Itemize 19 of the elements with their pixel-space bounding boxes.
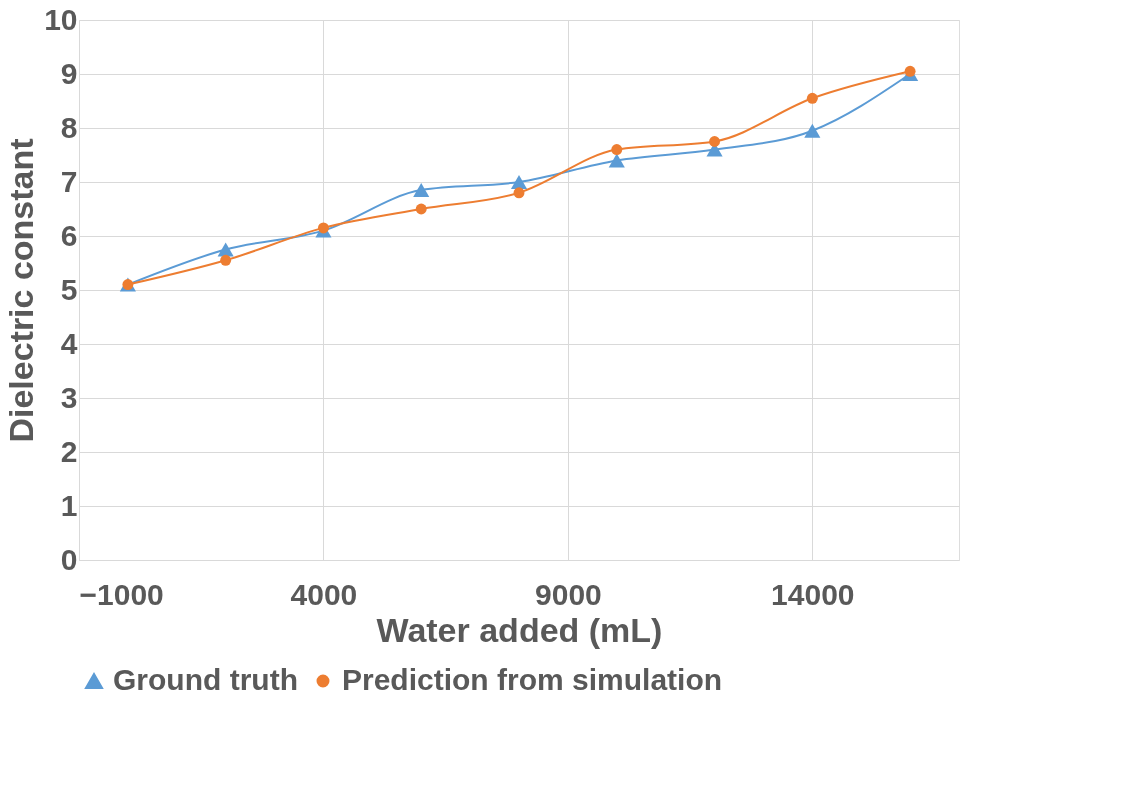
x-tick-label: 4000 xyxy=(290,577,358,611)
legend-label: Prediction from simulation xyxy=(342,663,723,696)
y-tick-label: 5 xyxy=(60,272,78,306)
y-tick-label: 8 xyxy=(60,110,78,144)
x-tick-label: −1000 xyxy=(79,577,164,611)
x-tick-label: 14000 xyxy=(771,577,855,611)
y-tick-label: 7 xyxy=(60,164,78,198)
y-tick-label: 10 xyxy=(44,2,78,36)
y-tick-label: 4 xyxy=(60,326,78,360)
x-axis-title: Water added (mL) xyxy=(376,610,663,649)
y-tick-label: 3 xyxy=(60,380,78,414)
y-tick-label: 6 xyxy=(60,218,78,252)
y-axis-title: Dielectric constant xyxy=(2,138,41,443)
y-tick-label: 1 xyxy=(60,488,78,522)
y-tick-label: 9 xyxy=(60,56,78,90)
x-tick-label: 9000 xyxy=(535,577,602,611)
y-tick-label: 0 xyxy=(60,542,78,576)
y-tick-label: 2 xyxy=(60,434,78,468)
legend-label: Ground truth xyxy=(113,663,298,696)
